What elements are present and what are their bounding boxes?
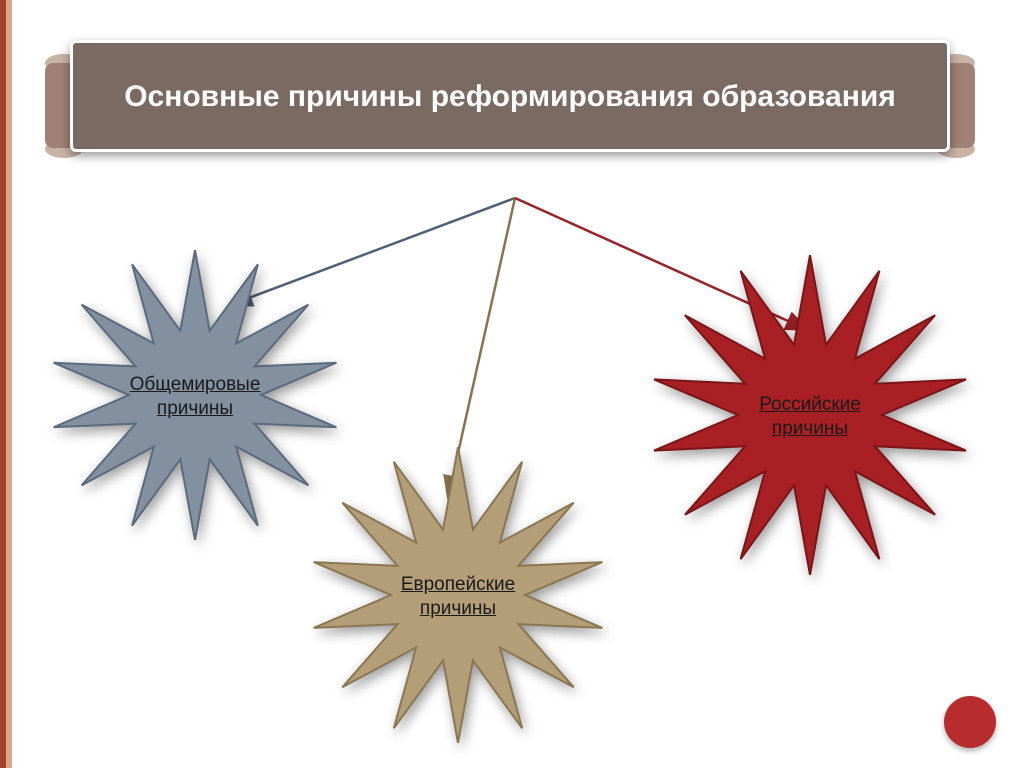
title-box: Основные причины реформирования образова… (70, 40, 950, 152)
starburst-global-label: Общемировые причины (105, 373, 285, 421)
label-line: Европейские (401, 574, 515, 595)
title-banner: Основные причины реформирования образова… (45, 28, 975, 158)
left-border-inner (6, 0, 12, 768)
starburst-european-label: Европейские причины (368, 573, 548, 621)
red-dot-decoration (944, 696, 996, 748)
left-vertical-border (0, 0, 12, 768)
label-line: причины (157, 398, 233, 419)
title-text: Основные причины реформирования образова… (124, 77, 896, 116)
label-line: Российские (759, 394, 861, 415)
starburst-russian-label: Российские причины (720, 393, 900, 441)
label-line: причины (420, 598, 496, 619)
label-line: Общемировые (130, 374, 261, 395)
label-line: причины (772, 418, 848, 439)
